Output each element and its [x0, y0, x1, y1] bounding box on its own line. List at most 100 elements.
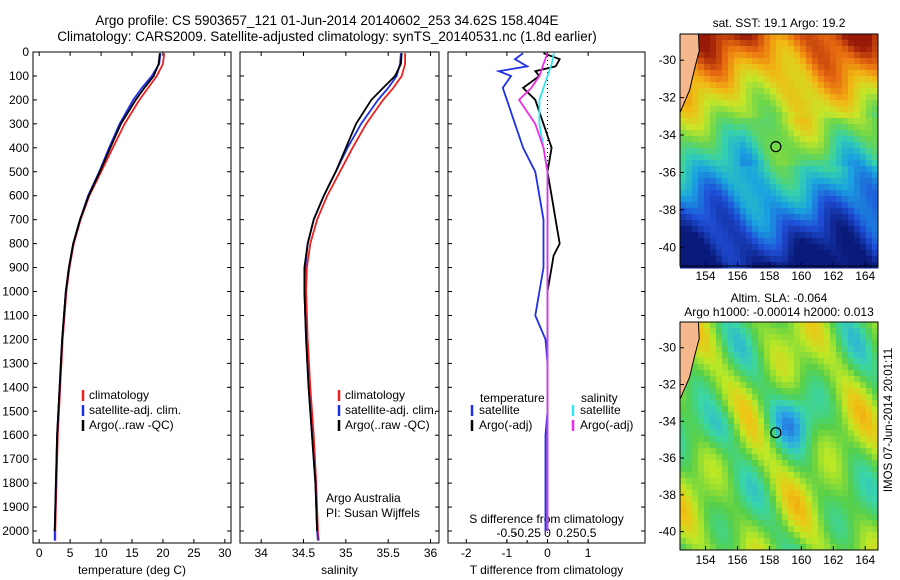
- sst_map-cell: [764, 226, 771, 233]
- sla_map-cell: [848, 508, 855, 515]
- sst_map-cell: [770, 130, 777, 137]
- sla_map-cell: [830, 388, 837, 395]
- sst_map-cell: [764, 184, 771, 191]
- sst_map-cell: [866, 142, 873, 149]
- sst_map-cell: [788, 256, 795, 263]
- sst_map-cell: [788, 58, 795, 65]
- sla_map-cell: [854, 370, 861, 377]
- difference-legend-label: Argo(-adj): [580, 418, 633, 432]
- credit-line-2: PI: Susan Wijffels: [326, 506, 420, 520]
- sst_map-cell: [752, 220, 759, 227]
- sla_map-cell: [734, 394, 741, 401]
- sst_map-cell: [836, 46, 843, 53]
- sst_map-cell: [860, 88, 867, 95]
- sla_map-cell: [836, 346, 843, 353]
- sst_map-cell: [830, 166, 837, 173]
- sla_map-cell: [758, 352, 765, 359]
- sst_map-cell: [704, 190, 711, 197]
- sla_map-cell: [812, 364, 819, 371]
- sla_map-cell: [800, 442, 807, 449]
- sst_map-cell: [854, 58, 861, 65]
- sst_map-cell: [866, 70, 873, 77]
- sla_map-cell: [776, 376, 783, 383]
- sla_map-cell: [758, 418, 765, 425]
- sla_map-cell: [824, 406, 831, 413]
- sst_map-cell: [692, 184, 699, 191]
- sla_map-cell: [854, 394, 861, 401]
- sst_map-cell: [824, 262, 831, 269]
- sla_map-cell: [740, 388, 747, 395]
- sst_map-cell: [704, 52, 711, 59]
- sla_map-cell: [710, 346, 717, 353]
- sla_map-cell: [740, 520, 747, 527]
- sst_map-cell: [740, 82, 747, 89]
- sla_map-cell: [788, 430, 795, 437]
- sla_map-cell: [872, 502, 879, 509]
- sla_map-cell: [716, 508, 723, 515]
- sst_map-cell: [776, 226, 783, 233]
- sst_map-cell: [752, 64, 759, 71]
- sla_map-cell: [692, 424, 699, 431]
- sla_map-cell: [716, 502, 723, 509]
- sla_map-cell: [854, 508, 861, 515]
- sla_map-cell: [866, 322, 873, 329]
- sla_map-cell: [686, 496, 693, 503]
- sla_map-cell: [860, 538, 867, 545]
- sla_map-cell: [746, 538, 753, 545]
- sla_map-cell: [860, 484, 867, 491]
- sla_map-cell: [770, 358, 777, 365]
- salinity-xtick-label: 36: [424, 546, 438, 560]
- sst_map-cell: [758, 208, 765, 215]
- sla_map-cell: [722, 454, 729, 461]
- imos-watermark: IMOS 07-Jun-2014 20:01:11: [883, 347, 895, 493]
- sla_map-cell: [806, 502, 813, 509]
- sst_map-cell: [782, 130, 789, 137]
- sst_map-cell: [866, 100, 873, 107]
- sst_map-cell: [716, 40, 723, 47]
- sst_map-cell: [728, 106, 735, 113]
- sla_map-cell: [842, 334, 849, 341]
- sla_map-cell: [872, 394, 879, 401]
- sst_map-cell: [818, 154, 825, 161]
- sst_map-cell: [746, 196, 753, 203]
- sst_map-cell: [728, 196, 735, 203]
- sst_map-cell: [764, 130, 771, 137]
- salinity-series-2: [303, 53, 403, 532]
- sst_map-cell: [770, 52, 777, 59]
- sst_map-cell: [692, 166, 699, 173]
- sla_map-cell: [752, 448, 759, 455]
- sla_map-cell: [716, 496, 723, 503]
- sla_map-cell: [860, 514, 867, 521]
- sla_map-cell: [722, 394, 729, 401]
- sst_map-cell: [794, 196, 801, 203]
- sla_map-cell: [776, 430, 783, 437]
- sla_map-cell: [812, 418, 819, 425]
- sst_map-cell: [848, 196, 855, 203]
- sla_map-cell: [692, 430, 699, 437]
- sst_map-cell: [752, 214, 759, 221]
- sla-map-subtitle: Argo h1000: -0.00014 h2000: 0.013: [684, 305, 874, 319]
- sla_map-cell: [812, 388, 819, 395]
- sla_map-cell: [698, 544, 705, 551]
- sst_map-cell: [752, 118, 759, 125]
- sst_map-cell: [842, 46, 849, 53]
- sla_map-cell: [716, 328, 723, 335]
- sla_map-cell: [800, 496, 807, 503]
- sst_map-cell: [716, 124, 723, 131]
- sla_map-cell: [758, 340, 765, 347]
- sst_map-cell: [722, 238, 729, 245]
- sla_map-cell: [806, 436, 813, 443]
- sst_map-cell: [734, 46, 741, 53]
- sla_map-cell: [848, 388, 855, 395]
- sla_map-cell: [692, 376, 699, 383]
- difference-xlabel: T difference from climatology: [470, 563, 624, 577]
- sst_map-cell: [698, 172, 705, 179]
- sla_map-cell: [686, 484, 693, 491]
- sst_map-cell: [794, 100, 801, 107]
- sla_map-cell: [788, 388, 795, 395]
- sst_map-land: [679, 33, 700, 113]
- sst_map-cell: [770, 214, 777, 221]
- sst_map-cell: [848, 166, 855, 173]
- sla_map-cell: [716, 340, 723, 347]
- sst_map-cell: [722, 136, 729, 143]
